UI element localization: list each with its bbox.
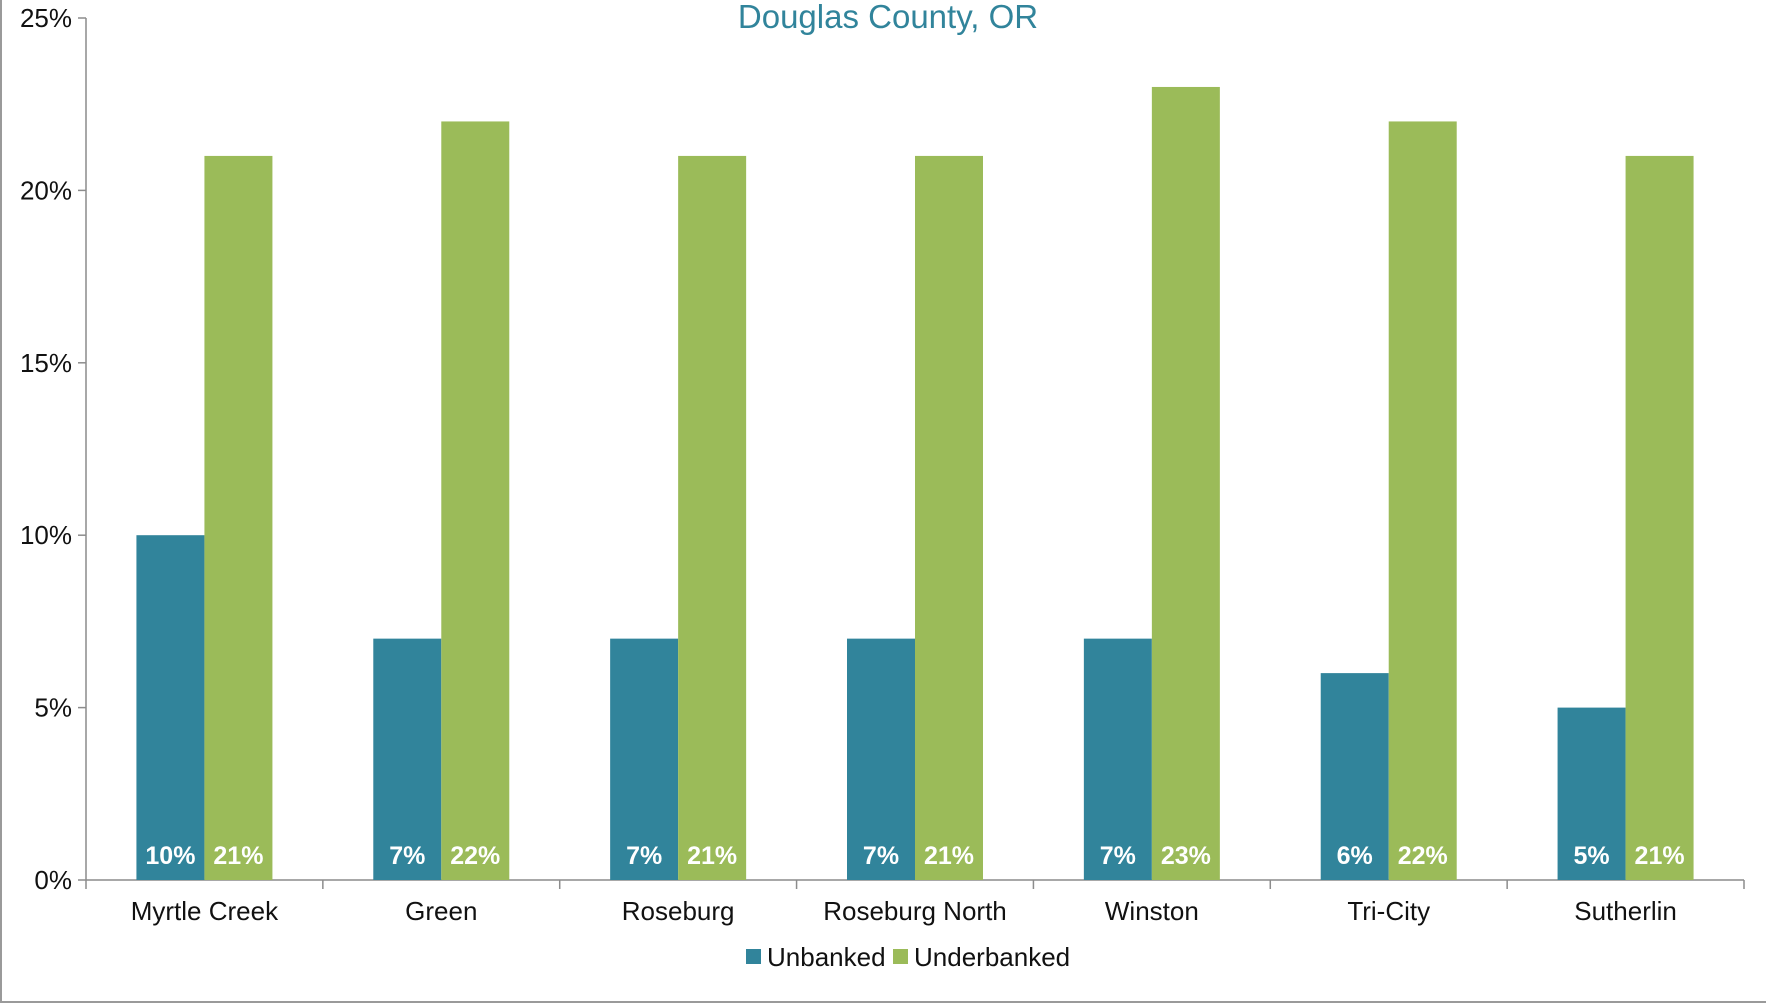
legend-label-underbanked: Underbanked: [914, 942, 1070, 972]
unbanked-data-label: 10%: [145, 842, 195, 870]
unbanked-data-label: 7%: [1100, 842, 1136, 870]
underbanked-data-label: 21%: [1635, 842, 1685, 870]
unbanked-data-label: 7%: [863, 842, 899, 870]
underbanked-data-label: 21%: [924, 842, 974, 870]
y-tick-label: 5%: [34, 693, 72, 723]
unbanked-bar: [373, 638, 442, 880]
underbanked-bar: [1625, 155, 1694, 881]
axes: 0% 5% 10% 15% 20% 25% Myrtle Creek Green Rosebur…: [20, 3, 1745, 926]
unbanked-data-label: 5%: [1574, 842, 1610, 870]
x-tick-label: Winston: [1105, 896, 1199, 926]
chart-title: Douglas County, OR: [738, 0, 1038, 35]
underbanked-bar: [204, 155, 273, 881]
bars: [136, 86, 1694, 881]
legend-label-unbanked: Unbanked: [767, 942, 886, 972]
x-tick-label: Tri-City: [1347, 896, 1430, 926]
underbanked-data-label: 22%: [1398, 842, 1448, 870]
legend: Unbanked Underbanked: [746, 942, 1070, 972]
underbanked-bar: [915, 155, 983, 881]
unbanked-bar: [136, 535, 205, 880]
underbanked-bar: [1151, 86, 1220, 880]
underbanked-data-label: 22%: [450, 842, 500, 870]
y-tick-label: 25%: [20, 3, 72, 33]
unbanked-data-label: 7%: [626, 842, 662, 870]
underbanked-bar: [1388, 121, 1457, 880]
unbanked-bar: [1083, 638, 1152, 880]
unbanked-bar: [847, 638, 915, 880]
x-tick-label: Roseburg: [622, 896, 735, 926]
x-tick-label: Myrtle Creek: [131, 896, 279, 926]
legend-swatch-unbanked: [746, 949, 761, 964]
underbanked-data-label: 23%: [1161, 842, 1211, 870]
y-tick-label: 0%: [34, 865, 72, 895]
x-tick-label: Green: [405, 896, 477, 926]
unbanked-data-label: 6%: [1337, 842, 1373, 870]
underbanked-data-label: 21%: [213, 842, 263, 870]
y-tick-label: 15%: [20, 348, 72, 378]
y-tick-label: 20%: [20, 175, 72, 205]
underbanked-bar: [678, 155, 747, 881]
x-tick-label: Sutherlin: [1574, 896, 1677, 926]
legend-swatch-underbanked: [893, 949, 908, 964]
unbanked-bar: [1557, 707, 1626, 880]
y-tick-label: 10%: [20, 520, 72, 550]
unbanked-bar: [610, 638, 679, 880]
underbanked-bar: [441, 121, 510, 880]
data-labels: 10% 21% 7% 22% 7% 21% 7% 21% 7% 23% 6% 22% 5% 21%: [145, 842, 1684, 870]
unbanked-data-label: 7%: [389, 842, 425, 870]
unbanked-bar: [1320, 673, 1389, 880]
x-tick-label: Roseburg North: [823, 896, 1007, 926]
underbanked-data-label: 21%: [687, 842, 737, 870]
